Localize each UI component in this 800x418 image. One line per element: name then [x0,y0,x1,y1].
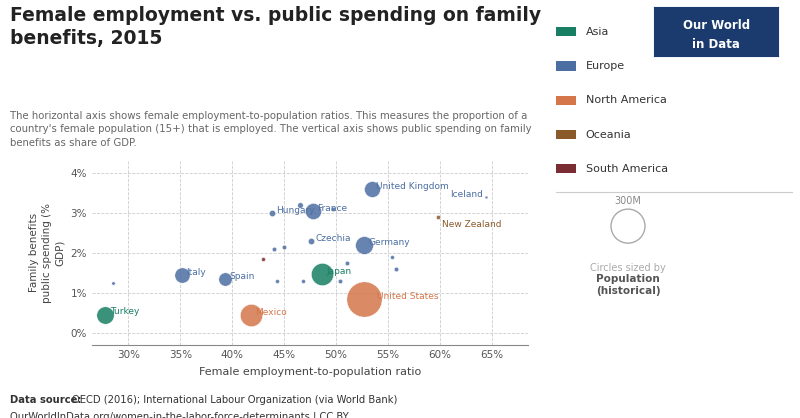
Point [358,296,370,302]
Point [341,260,354,266]
X-axis label: Female employment-to-population ratio: Female employment-to-population ratio [199,367,421,377]
Point [294,201,306,208]
Text: Mexico: Mexico [255,308,286,317]
Point [245,311,258,318]
Point [270,278,283,284]
Point [99,311,112,318]
Point [296,278,309,284]
Text: Our World: Our World [683,19,750,32]
Text: Iceland: Iceland [450,191,483,199]
Point [366,186,378,192]
Text: OurWorldInData.org/women-in-the-labor-force-determinants | CC BY: OurWorldInData.org/women-in-the-labor-fo… [10,412,349,418]
Text: (historical): (historical) [596,286,660,296]
Text: United States: United States [378,292,439,301]
Text: Spain: Spain [229,273,254,281]
Text: South America: South America [586,164,668,174]
Point [334,278,346,284]
Text: North America: North America [586,95,666,105]
Text: Population: Population [596,274,660,284]
Text: Circles sized by: Circles sized by [590,263,666,273]
Text: United Kingdom: United Kingdom [377,182,449,191]
Text: in Data: in Data [693,38,740,51]
Text: OECD (2016); International Labour Organization (via World Bank): OECD (2016); International Labour Organi… [72,395,398,405]
Text: Oceania: Oceania [586,130,631,140]
Point [176,272,189,278]
Point [305,237,318,244]
Point [390,265,402,272]
Text: 300M: 300M [614,196,642,206]
Point [431,214,444,220]
Point [278,244,290,250]
Point [106,280,119,286]
Text: Turkey: Turkey [110,307,139,316]
Text: Japan: Japan [326,267,352,276]
Text: Asia: Asia [586,27,609,37]
Text: Italy: Italy [186,268,206,278]
Point [306,208,319,214]
Point [326,206,339,212]
Point [480,194,493,200]
Point [267,245,280,252]
Point [257,255,270,262]
Text: Hungary: Hungary [276,206,314,215]
Point [358,242,370,248]
Y-axis label: Family benefits
public spending (%
GDP): Family benefits public spending (% GDP) [29,203,65,303]
Text: New Zealand: New Zealand [442,220,502,229]
Text: Data source:: Data source: [10,395,86,405]
Text: Czechia: Czechia [315,234,350,243]
Text: The horizontal axis shows female employment-to-population ratios. This measures : The horizontal axis shows female employm… [10,111,532,148]
Text: France: France [318,204,347,214]
Point [386,254,398,260]
Point [265,209,278,216]
Text: Europe: Europe [586,61,625,71]
Point [218,275,231,282]
Point [622,223,634,229]
Text: Female employment vs. public spending on family
benefits, 2015: Female employment vs. public spending on… [10,6,542,48]
Point [316,270,329,277]
Text: Germany: Germany [368,238,410,247]
